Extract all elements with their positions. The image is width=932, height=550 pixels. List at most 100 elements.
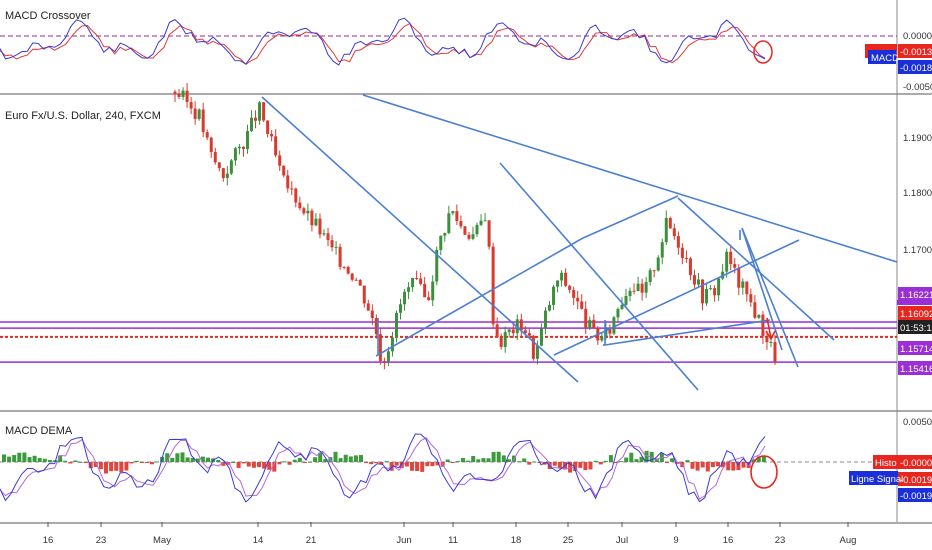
candle-body [193,108,197,119]
trend-line[interactable] [741,227,783,351]
trend-line[interactable] [261,96,579,383]
x-tick-label: 23 [775,535,786,546]
candle-body [282,165,286,176]
histogram-bar [359,455,363,462]
price-badge [898,287,932,301]
candle-body [600,336,604,341]
histogram-bar [17,452,22,462]
candle-body [632,290,636,292]
trend-line[interactable] [375,237,584,357]
candle-body [701,279,705,304]
candle-body [568,285,572,290]
trend-line[interactable] [741,227,799,368]
candle-body [717,278,721,296]
histogram-bar [364,462,369,463]
candle-body [338,246,342,267]
candle-body [237,146,241,149]
histogram-bar [705,462,710,472]
x-tick-label: 11 [448,535,458,546]
candle-body [660,242,664,258]
histogram-bar [144,462,149,463]
histogram-bar [282,461,287,463]
histogram-bar [644,450,649,462]
candle-body [483,220,487,222]
candle-body [419,278,423,284]
candle-body [443,233,447,236]
histogram-bar [716,462,720,467]
trend-line[interactable] [582,195,679,239]
histogram-bar [277,462,282,465]
histogram-bar [73,460,78,462]
histogram-bar [348,456,353,462]
candle-body [765,336,769,343]
candle-body [761,314,765,337]
red-arrow [766,317,772,339]
x-tick-label: 16 [723,535,734,546]
candle-body [366,303,370,311]
candle-body [604,328,608,337]
candle-body [459,221,463,227]
histogram-bar [506,459,511,462]
tick-price-0: 1.19000 [903,133,932,144]
badge-macd-label [868,50,896,64]
panel-title-top: MACD Crossover [5,10,91,22]
trend-line[interactable] [604,319,771,346]
signal-blue-value: -0.0019 [900,491,932,502]
candle-body [705,288,709,304]
histogram-bar [527,462,532,465]
candle-body [407,287,411,292]
candle-body [225,173,229,179]
histogram-bar [58,455,63,462]
candle-body [374,317,378,335]
histogram-bar [333,451,338,462]
badge-ligne-signal [849,471,898,485]
histogram-bar [501,455,506,462]
candle-body [519,319,523,331]
candle-body [266,120,270,135]
histogram-bar [42,458,47,462]
histogram-bar [455,461,460,463]
x-tick-label: 21 [306,535,317,546]
x-tick-label: 9 [673,535,678,546]
candle-body [769,342,773,344]
candle-body [495,324,499,338]
price-badge-text: 1.16221 [900,290,932,301]
trend-line[interactable] [499,162,699,391]
histogram-bar [78,461,83,463]
candle-body [451,211,455,214]
histogram-bar [756,456,761,462]
candle-body [205,132,209,138]
candle-body [741,281,745,288]
candle-body [201,109,205,133]
histogram-bar [104,462,108,474]
candle-body [382,361,386,363]
histogram-bar [272,462,277,472]
candle-body [584,308,588,329]
histogram-bar [241,462,246,464]
candle-body [624,295,628,305]
candle-body [233,148,237,161]
candle-body [616,308,620,318]
candle-body [245,131,249,150]
histogram-bar [195,458,200,462]
candle-body [298,202,302,209]
trend-line[interactable] [362,94,898,263]
histogram-bar [685,460,690,462]
candle-body [362,285,366,304]
ligne-signal-label: Ligne Signal [851,474,903,485]
candle-body [326,233,330,241]
histogram-bar [450,462,455,463]
candle-body [773,342,777,363]
trend-line[interactable] [553,239,800,356]
candle-body [560,272,564,281]
histogram-bar [129,462,134,464]
histogram-bar [149,462,154,465]
histogram-bar [287,462,292,465]
badge-top-blue-text: -0.0018 [900,63,932,74]
x-tick-label: 16 [43,535,54,546]
candle-body [737,267,741,288]
candle-body [213,151,217,163]
candle-body [475,224,479,235]
